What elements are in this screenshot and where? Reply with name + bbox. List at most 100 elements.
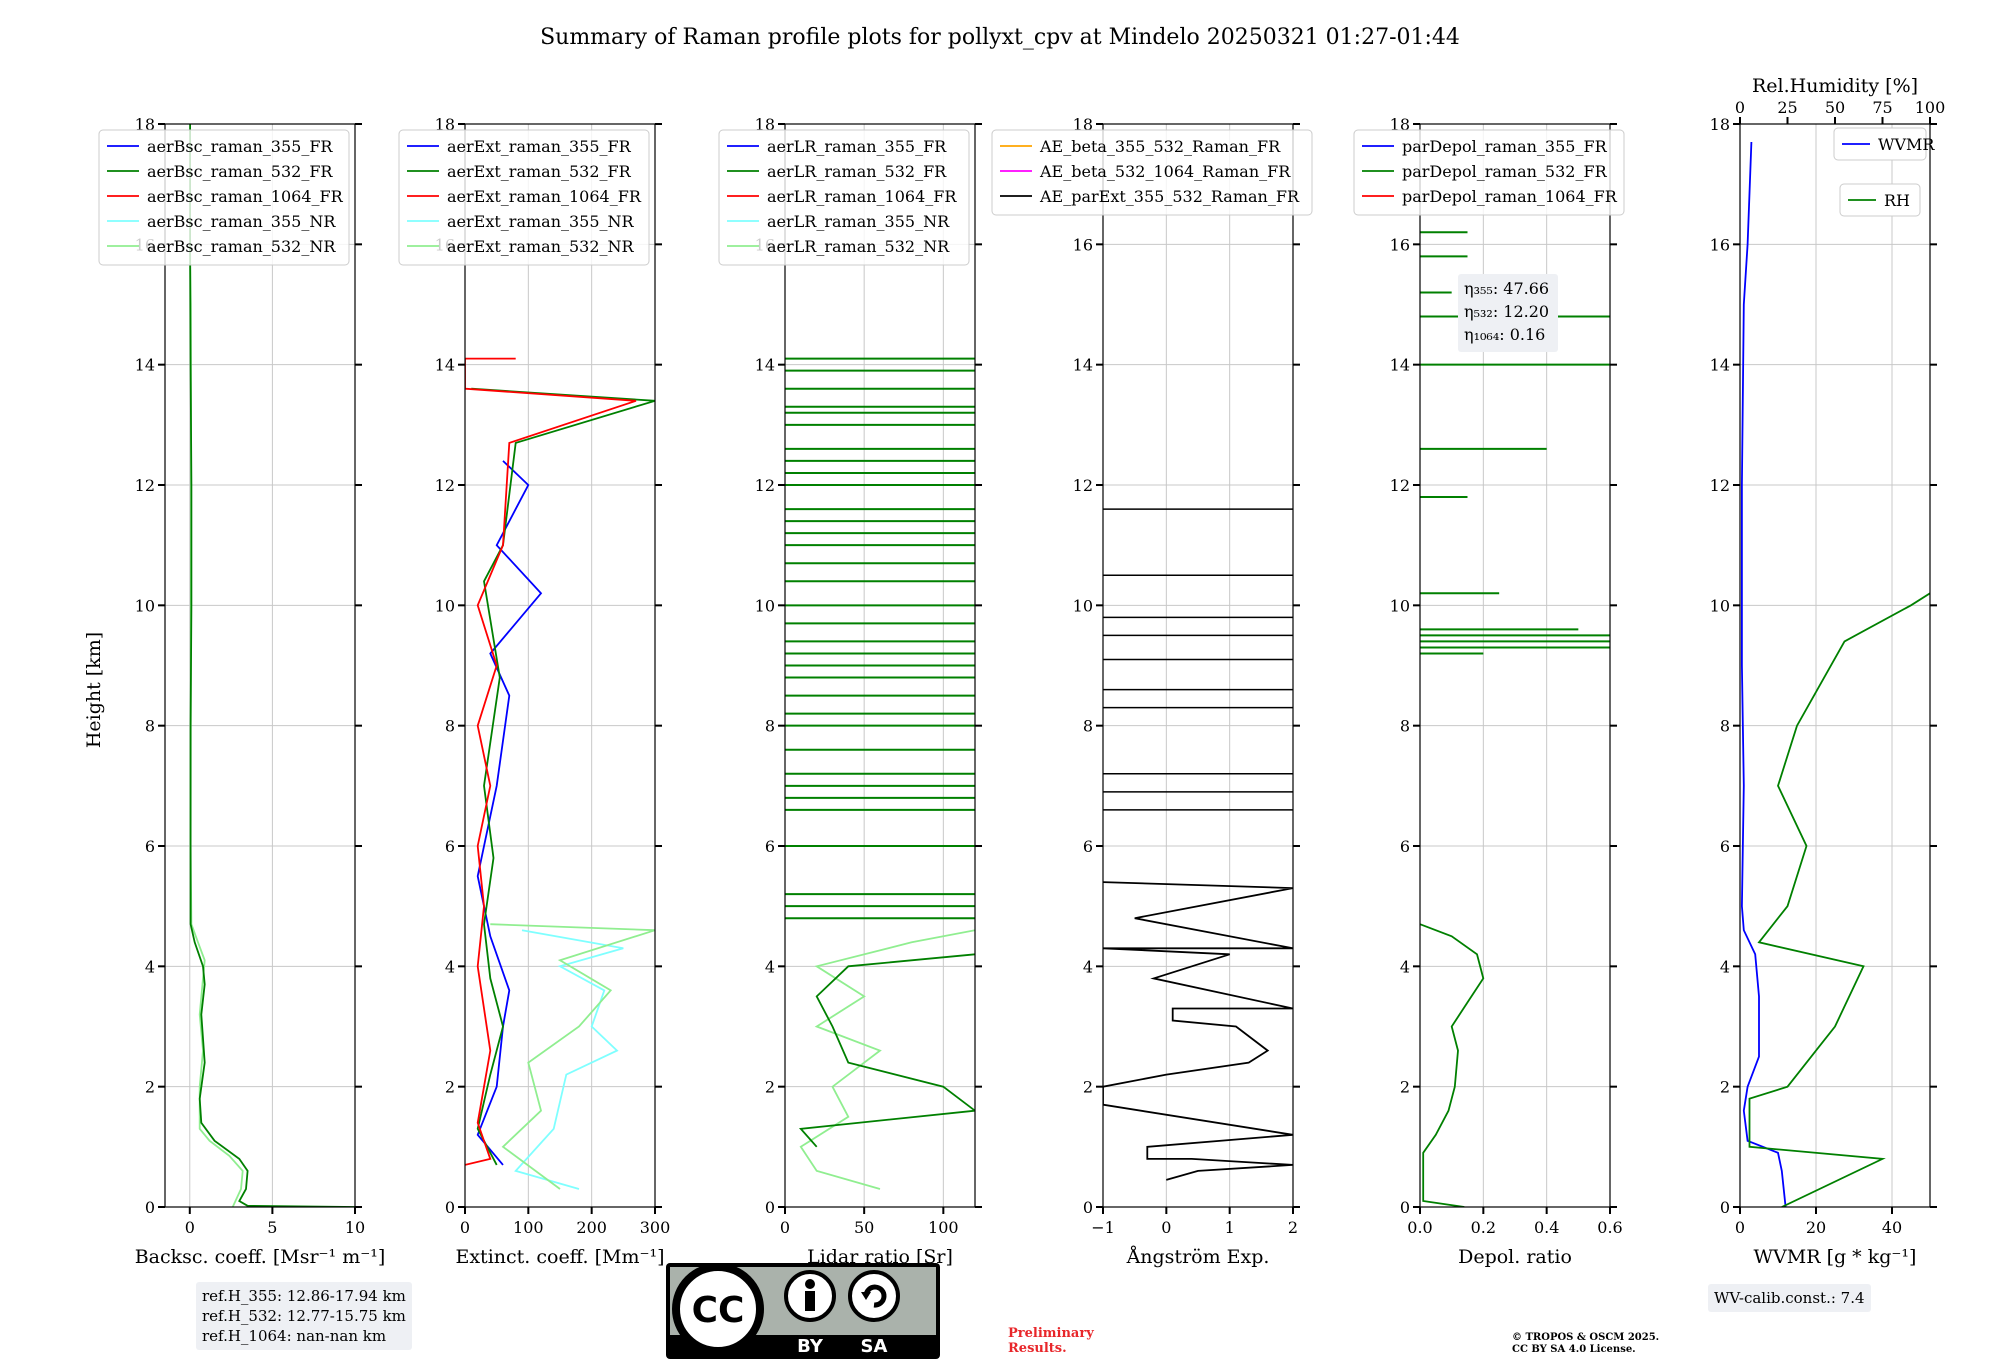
top-x-tick-label: 0 xyxy=(1735,98,1745,117)
cc-text: CC xyxy=(692,1290,745,1331)
x-tick-label: 100 xyxy=(928,1218,959,1237)
panels: 0246810121416180510Backsc. coeff. [Msr⁻¹… xyxy=(98,75,1946,1268)
y-tick-label: 2 xyxy=(1400,1078,1410,1097)
y-tick-label: 0 xyxy=(1720,1198,1730,1217)
legend-frame xyxy=(1353,129,1625,216)
ref-height-355: ref.H_355: 12.86-17.94 km xyxy=(202,1287,406,1305)
x-tick-label: 100 xyxy=(513,1218,544,1237)
x-axis-label: Lidar ratio [Sr] xyxy=(807,1246,953,1268)
y-tick-label: 18 xyxy=(1390,115,1410,134)
y-tick-label: 10 xyxy=(755,596,775,615)
y-tick-label: 10 xyxy=(135,596,155,615)
legend-label: aerExt_raman_532_FR xyxy=(447,162,632,181)
y-tick-label: 0 xyxy=(1083,1198,1093,1217)
legend-label: aerBsc_raman_355_NR xyxy=(147,212,336,231)
y-tick-label: 4 xyxy=(765,957,775,976)
top-x-axis-label: Rel.Humidity [%] xyxy=(1752,75,1918,97)
x-tick-label: 300 xyxy=(640,1218,671,1237)
y-tick-label: 10 xyxy=(1073,596,1093,615)
y-tick-label: 2 xyxy=(765,1078,775,1097)
y-tick-label: 0 xyxy=(1400,1198,1410,1217)
legend-label: aerExt_raman_1064_FR xyxy=(447,187,642,206)
legend-frame xyxy=(991,129,1313,216)
legend-label: aerBsc_raman_355_FR xyxy=(147,137,333,156)
axes-frame xyxy=(1419,123,1611,1208)
cc-circle-icon xyxy=(672,1263,764,1355)
cc-license-badge: CC BY SA xyxy=(666,1263,940,1359)
y-tick-label: 12 xyxy=(135,476,155,495)
x-tick-label: 50 xyxy=(854,1218,874,1237)
x-tick-label: 40 xyxy=(1882,1218,1902,1237)
x-tick-label: 0.6 xyxy=(1597,1218,1622,1237)
series-aerLR_raman_532_FR xyxy=(798,953,975,1148)
x-tick-label: 20 xyxy=(1806,1218,1826,1237)
copyright-line-2: CC BY SA 4.0 License. xyxy=(1512,1344,1636,1355)
series-aerExt_raman_355_NR xyxy=(514,929,624,1190)
copyright-note: © TROPOS & OSCM 2025. CC BY SA 4.0 Licen… xyxy=(1512,1332,1659,1356)
x-tick-label: 0 xyxy=(460,1218,470,1237)
eta-label: η₃₅₅: 47.66 xyxy=(1464,279,1549,298)
legend-label: aerLR_raman_532_NR xyxy=(767,237,950,256)
panel-bsc: 0246810121416180510Backsc. coeff. [Msr⁻¹… xyxy=(98,115,386,1268)
eta-box-bg xyxy=(1458,274,1558,352)
sa-text: SA xyxy=(861,1336,888,1357)
x-axis-label: Depol. ratio xyxy=(1458,1246,1572,1268)
y-tick-label: 0 xyxy=(765,1198,775,1217)
y-tick-label: 6 xyxy=(1083,837,1093,856)
series-aerBsc_raman_532_FR xyxy=(189,124,355,1207)
y-tick-label: 12 xyxy=(1390,476,1410,495)
y-tick-label: 2 xyxy=(145,1078,155,1097)
y-tick-label: 4 xyxy=(1083,957,1093,976)
y-tick-label: 4 xyxy=(1720,957,1730,976)
data-layer xyxy=(1103,508,1293,1181)
legend-label: RH xyxy=(1884,191,1910,210)
copyright-line-1: © TROPOS & OSCM 2025. xyxy=(1512,1332,1660,1343)
y-tick-label: 12 xyxy=(1073,476,1093,495)
series-parDepol_raman_532_FR xyxy=(1420,923,1485,1207)
y-tick-label: 14 xyxy=(755,356,775,375)
panel-depol: 0 2 4 6 8 10 12 14 16 18 0.0 0.2 0.4 0.6 Depol. ratio p… xyxy=(1353,115,1625,1268)
y-tick-label: 14 xyxy=(1710,356,1730,375)
y-tick-label: 18 xyxy=(1073,115,1093,134)
legend-label: aerBsc_raman_532_NR xyxy=(147,237,336,256)
axes-frame xyxy=(1102,123,1294,1208)
x-tick-label: −1 xyxy=(1091,1218,1115,1237)
panel-ext: 0246810121416180100200300Extinct. coeff.… xyxy=(398,115,671,1268)
preliminary-note: Preliminary Results. xyxy=(1008,1326,1094,1356)
legend-label: AE_beta_355_532_Raman_FR xyxy=(1039,137,1281,156)
y-tick-label: 6 xyxy=(1720,837,1730,856)
legend-frame xyxy=(1833,127,1927,161)
x-axis-label: Backsc. coeff. [Msr⁻¹ m⁻¹] xyxy=(135,1246,386,1268)
legend-frame xyxy=(1839,183,1921,217)
top-x-tick-label: 100 xyxy=(1915,98,1946,117)
axes-frame xyxy=(1739,123,1931,1208)
y-tick-label: 10 xyxy=(1710,596,1730,615)
x-tick-label: 1 xyxy=(1225,1218,1235,1237)
x-tick-label: 2 xyxy=(1288,1218,1298,1237)
top-x-tick-label: 50 xyxy=(1825,98,1845,117)
legend: AE_beta_355_532_Raman_FR AE_beta_532_1064… xyxy=(991,129,1313,216)
x-tick-label: 0.4 xyxy=(1534,1218,1559,1237)
wv-calib-text: WV-calib.const.: 7.4 xyxy=(1714,1289,1865,1307)
axes-frame xyxy=(464,123,656,1208)
y-tick-label: 8 xyxy=(1720,717,1730,736)
top-x-tick-label: 75 xyxy=(1872,98,1892,117)
y-tick-label: 6 xyxy=(445,837,455,856)
legend-frame xyxy=(398,129,650,266)
y-tick-label: 12 xyxy=(1710,476,1730,495)
x-tick-label: 0 xyxy=(780,1218,790,1237)
series-WVMR xyxy=(1740,141,1787,1207)
data-layer xyxy=(1420,231,1610,1207)
legend-label: aerBsc_raman_1064_FR xyxy=(147,187,344,206)
x-axis-label: Extinct. coeff. [Mm⁻¹] xyxy=(455,1246,664,1268)
legend-label: WVMR xyxy=(1878,135,1935,154)
y-tick-label: 16 xyxy=(1073,235,1093,254)
eta-box: η₃₅₅: 47.66 η₅₃₂: 12.20 η₁₀₆₄: 0.16 xyxy=(1458,274,1558,352)
legend-label: parDepol_raman_1064_FR xyxy=(1402,187,1618,206)
figure-title: Summary of Raman profile plots for polly… xyxy=(540,25,1460,50)
y-tick-label: 14 xyxy=(1073,356,1093,375)
legend-label: aerLR_raman_355_NR xyxy=(767,212,950,231)
axes-frame xyxy=(164,123,356,1208)
